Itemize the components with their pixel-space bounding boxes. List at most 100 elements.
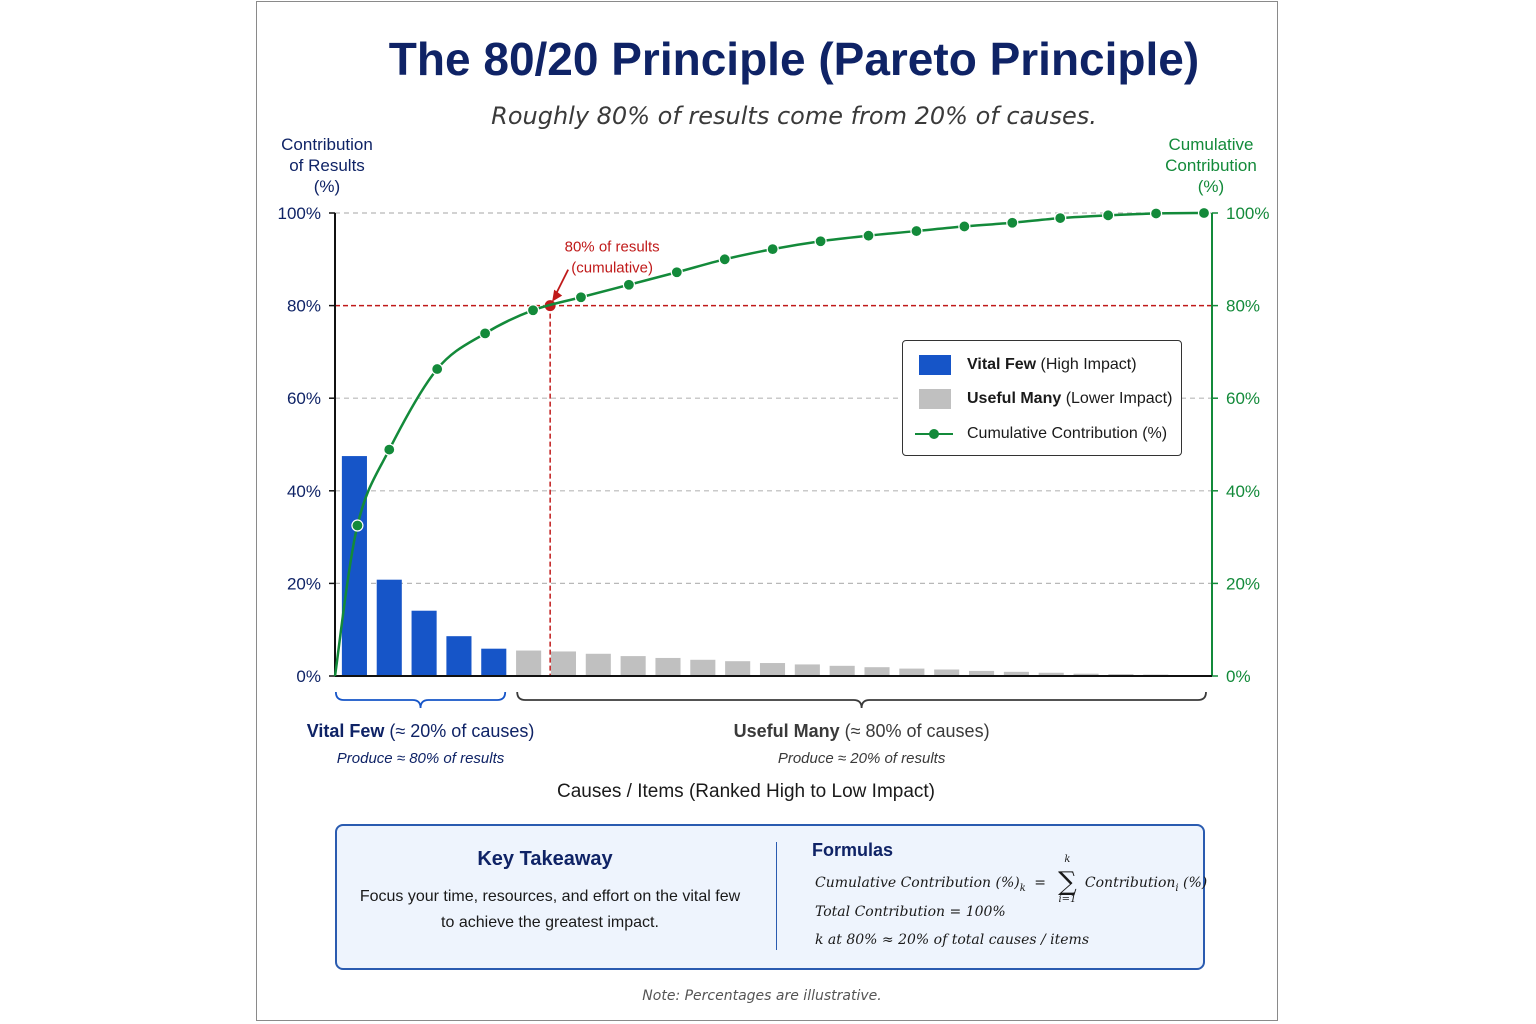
bars [341, 456, 1204, 676]
right-axis-title-line: Cumulative [1168, 135, 1253, 154]
takeaway-line-2: to achieve the greatest impact. [441, 914, 659, 931]
bar-useful-many [1073, 673, 1099, 676]
brace-useful-many [516, 691, 1207, 709]
summation-upper: k [1064, 854, 1071, 865]
bar-useful-many [1003, 671, 1029, 676]
group-label: Vital Few (≈ 20% of causes) [307, 721, 535, 741]
bar-useful-many [725, 661, 751, 676]
group-braces: Vital Few (≈ 20% of causes) Produce ≈ 80%… [307, 691, 1207, 767]
footnote: Note: Percentages are illustrative. [642, 988, 882, 1004]
threshold-label-line-1: 80% of results [565, 239, 660, 256]
chart-title: The 80/20 Principle (Pareto Principle) [388, 33, 1200, 85]
left-tick-label: 100% [278, 204, 321, 223]
cumulative-point [1102, 209, 1115, 222]
bar-useful-many [864, 667, 890, 676]
axes [329, 212, 1218, 677]
annotation-arrowhead-icon [552, 289, 563, 302]
right-axis-title-line: (%) [1198, 177, 1224, 196]
legend: Vital Few (High Impact) Useful Many (Low… [902, 340, 1182, 456]
threshold-lines: 80% of results (cumulative) [335, 239, 1212, 676]
legend-item-vital-few: Vital Few (High Impact) [903, 353, 1137, 377]
brace-vital-few [334, 691, 507, 709]
takeaway-title: Key Takeaway [477, 848, 613, 870]
legend-swatch-vital-few [919, 355, 951, 375]
right-tick-label: 80% [1226, 297, 1260, 316]
legend-name-cumulative: Cumulative Contribution (%) [967, 425, 1168, 442]
right-tick-label: 40% [1226, 482, 1260, 501]
left-tick-label: 60% [287, 389, 321, 408]
cumulative-point [814, 235, 827, 248]
cumulative-point [526, 304, 540, 317]
group-sublabel: Produce ≈ 80% of results [337, 750, 505, 767]
cumulative-point [766, 243, 779, 256]
cumulative-point [718, 253, 731, 266]
bar-vital-few [376, 579, 402, 676]
formula-contribution-sub: i [1175, 882, 1179, 894]
bar-useful-many [1038, 672, 1064, 676]
formula-k-threshold: k at 80% ≈ 20% of total causes / items [815, 932, 1090, 948]
bar-useful-many [829, 665, 855, 676]
cumulative-point [574, 291, 588, 304]
formula-cumulative-eq: = [1034, 875, 1046, 891]
bar-useful-many [759, 663, 786, 676]
cumulative-point [670, 266, 683, 279]
cumulative-point [431, 362, 444, 376]
cumulative-point [622, 278, 635, 291]
bar-vital-few [341, 456, 367, 676]
left-tick-label: 0% [296, 667, 321, 686]
bar-vital-few [481, 648, 507, 676]
takeaway-line-1: Focus your time, resources, and effort o… [359, 888, 741, 905]
cumulative-line [333, 206, 1211, 677]
bar-vital-few [411, 610, 437, 676]
left-tick-label: 40% [287, 482, 321, 501]
formula-contribution: Contribution [1084, 875, 1176, 891]
bar-useful-many [516, 650, 542, 676]
bar-useful-many [585, 653, 611, 676]
formula-total: Total Contribution = 100% [815, 904, 1006, 920]
cumulative-point [383, 443, 396, 456]
bar-useful-many [968, 670, 995, 676]
legend-suffix-useful-many: (Lower Impact) [1065, 390, 1173, 407]
formula-cumulative: Cumulative Contribution (%)k = k ∑ i=1 C… [815, 854, 1208, 905]
formula-contribution-tail: (%) [1183, 875, 1208, 891]
right-tick-label: 0% [1226, 667, 1251, 686]
threshold-label-line-2: (cumulative) [571, 260, 653, 277]
axis-text: 0% 0% 20% 20% 40% 40% 60% 60% 80% 80% 100% 100% Cont… [278, 135, 1270, 802]
bar-useful-many [934, 669, 960, 676]
bar-useful-many [794, 664, 820, 676]
legend-name-useful-many: Useful Many [967, 390, 1062, 407]
bar-useful-many [899, 668, 925, 676]
formula-cumulative-sub: k [1019, 882, 1026, 894]
takeaway-panel [335, 824, 1205, 970]
right-tick-label: 100% [1226, 204, 1269, 223]
bar-useful-many [655, 657, 681, 676]
bar-vital-few [446, 636, 472, 676]
summation-lower: i=1 [1058, 894, 1077, 905]
left-axis-title-line: (%) [314, 177, 340, 196]
left-tick-label: 20% [287, 574, 321, 593]
cumulative-point [479, 327, 492, 340]
cumulative-point [958, 220, 971, 233]
cumulative-point [862, 229, 875, 242]
legend-swatch-useful-many [919, 389, 951, 409]
cumulative-point [1006, 216, 1019, 229]
cumulative-point [1054, 211, 1067, 225]
chart-subtitle: Roughly 80% of results come from 20% of … [491, 102, 1097, 130]
group-label: Useful Many (≈ 80% of causes) [734, 721, 990, 741]
takeaway-text: Focus your time, resources, and effort o… [345, 884, 755, 936]
left-axis-title-line: Contribution [281, 135, 373, 154]
legend-line-marker-icon [915, 424, 953, 444]
summation-symbol: k ∑ i=1 [1054, 854, 1080, 905]
group-sublabel: Produce ≈ 20% of results [778, 750, 946, 767]
cumulative-point [1149, 207, 1163, 220]
legend-item-cumulative: Cumulative Contribution (%) [903, 422, 1167, 446]
bar-useful-many [620, 656, 646, 676]
formula-cumulative-left: Cumulative Contribution (%) [815, 875, 1020, 891]
cumulative-point [910, 224, 923, 238]
left-axis-title-line: of Results [289, 156, 365, 175]
right-tick-label: 60% [1226, 389, 1260, 408]
bar-useful-many [550, 651, 577, 676]
right-tick-label: 20% [1226, 574, 1260, 593]
legend-item-useful-many: Useful Many (Lower Impact) [903, 387, 1172, 411]
